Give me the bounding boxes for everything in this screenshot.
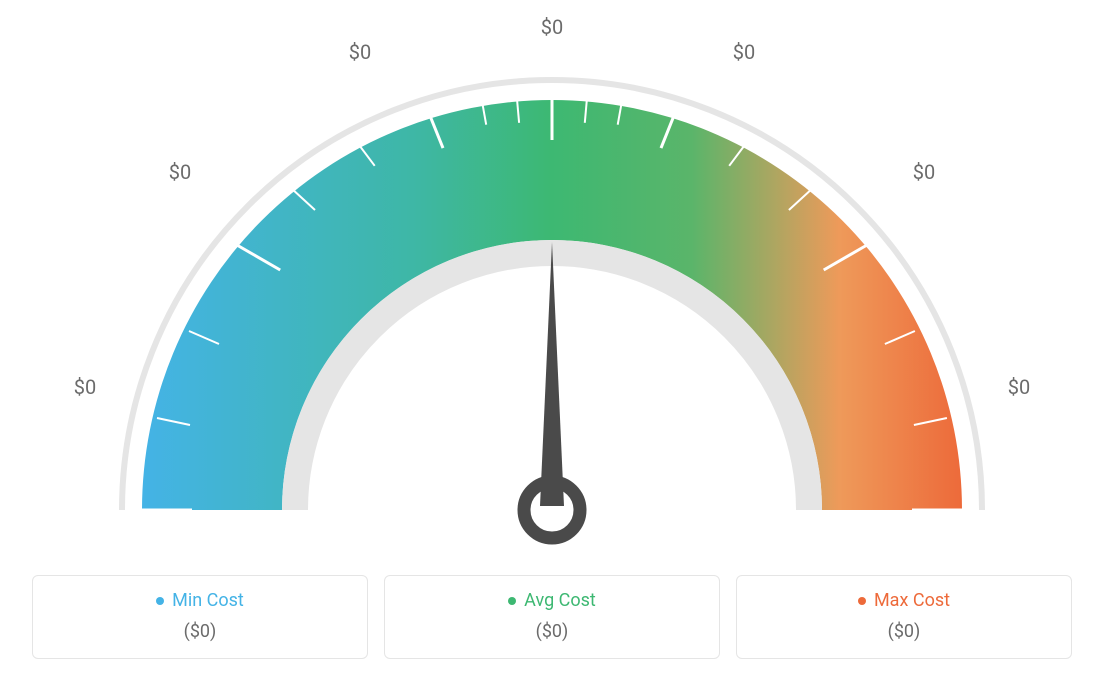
tick-label-6: $0 (989, 375, 1049, 399)
legend-max-label: Max Cost (874, 590, 950, 611)
legend-avg-label: Avg Cost (524, 590, 596, 611)
legend-min-value: ($0) (33, 621, 367, 642)
legend-row: Min Cost ($0) Avg Cost ($0) Max Cost ($0… (32, 575, 1072, 659)
gauge-needle (524, 242, 580, 538)
legend-avg-value: ($0) (385, 621, 719, 642)
legend-label-max: Max Cost (737, 590, 1071, 611)
legend-card-min: Min Cost ($0) (32, 575, 368, 659)
gauge-area: $0 $0 $0 $0 $0 $0 $0 (0, 0, 1104, 560)
tick-label-5: $0 (894, 160, 954, 184)
tick-label-0: $0 (55, 375, 115, 399)
legend-label-min: Min Cost (33, 590, 367, 611)
legend-dot-max (858, 597, 866, 605)
legend-max-value: ($0) (737, 621, 1071, 642)
tick-label-1: $0 (150, 160, 210, 184)
legend-card-max: Max Cost ($0) (736, 575, 1072, 659)
legend-min-label: Min Cost (172, 590, 244, 611)
legend-dot-avg (508, 597, 516, 605)
gauge-chart-container: $0 $0 $0 $0 $0 $0 $0 Min Cost ($0) Avg C… (0, 0, 1104, 690)
tick-label-4: $0 (714, 40, 774, 64)
gauge-svg (62, 60, 1042, 580)
tick-label-2: $0 (330, 40, 390, 64)
tick-label-3: $0 (522, 15, 582, 39)
legend-card-avg: Avg Cost ($0) (384, 575, 720, 659)
legend-dot-min (156, 597, 164, 605)
legend-label-avg: Avg Cost (385, 590, 719, 611)
